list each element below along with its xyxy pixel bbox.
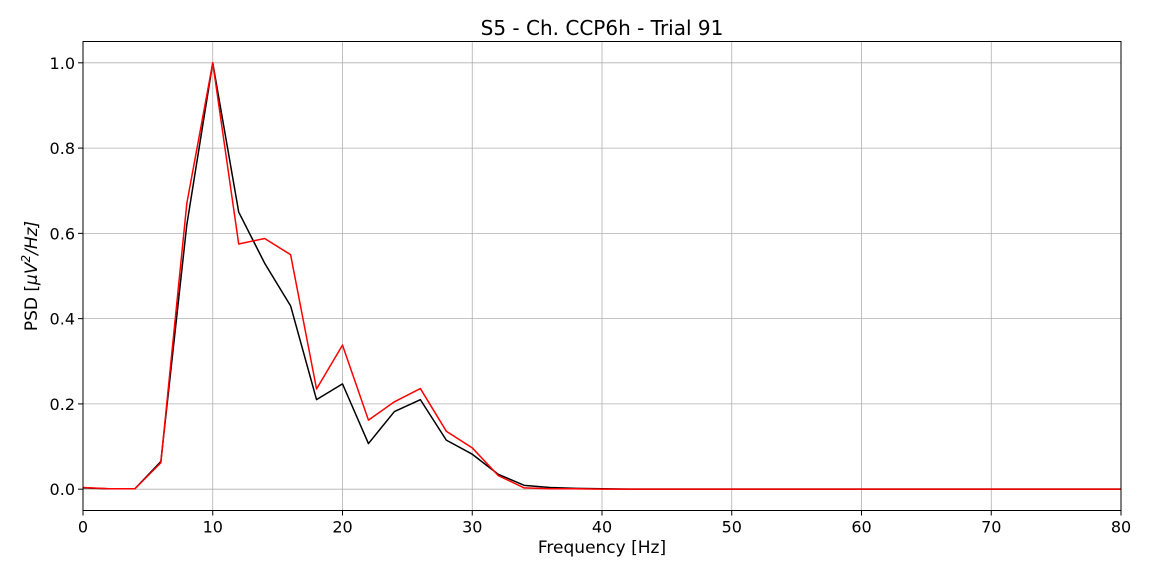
y-tick-label: 0.6: [50, 224, 75, 243]
y-tick-label: 1.0: [50, 54, 75, 73]
chart-title: S5 - Ch. CCP6h - Trial 91: [481, 16, 724, 40]
y-axis-ticks: 0.0 0.2 0.4 0.6 0.8 1.0: [50, 54, 83, 499]
y-tick-label: 0.8: [50, 139, 75, 158]
x-tick-label: 0: [78, 518, 88, 537]
x-tick-label: 60: [851, 518, 871, 537]
y-axis-label-sup: 2: [19, 255, 33, 263]
x-axis-ticks: 0 10 20 30 40 50 60 70 80: [78, 510, 1131, 537]
y-tick-label: 0.4: [50, 310, 75, 329]
y-tick-label: 0.0: [50, 480, 75, 499]
x-tick-label: 20: [332, 518, 352, 537]
x-tick-label: 40: [592, 518, 612, 537]
series-lines: [82, 62, 1121, 490]
x-axis-label: Frequency [Hz]: [538, 538, 666, 558]
grid-lines: [82, 41, 1122, 511]
x-tick-label: 50: [722, 518, 742, 537]
y-tick-label: 0.2: [50, 395, 75, 414]
y-axis-label-mu: μV: [22, 261, 42, 286]
x-tick-label: 80: [1111, 518, 1131, 537]
y-axis-label-suffix-hz: /Hz]: [22, 221, 42, 257]
x-tick-label: 10: [203, 518, 223, 537]
x-tick-label: 70: [981, 518, 1001, 537]
y-axis-label-prefix: PSD [: [22, 285, 42, 331]
x-tick-label: 30: [462, 518, 482, 537]
y-axis-label: PSD [μV2/Hz]: [19, 221, 42, 331]
series-line-2: [82, 62, 1121, 490]
